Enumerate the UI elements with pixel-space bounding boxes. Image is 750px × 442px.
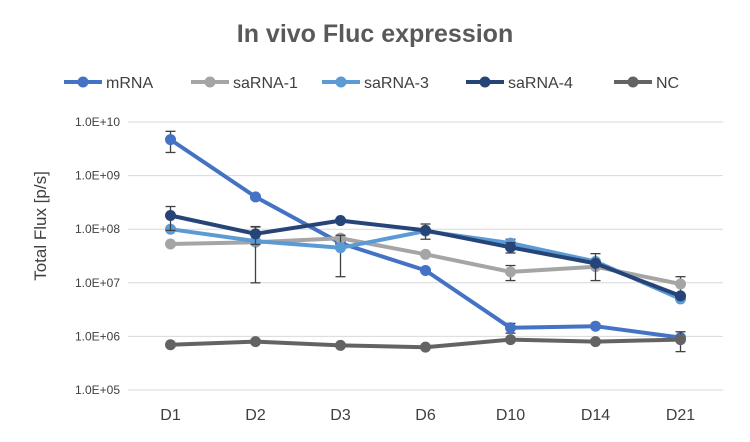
legend-label: saRNA-4 [508,75,573,92]
legend-item-mrna: mRNA [64,75,153,92]
legend-label: saRNA-1 [233,75,298,92]
series [165,130,686,353]
data-point [335,339,346,351]
data-point [165,134,176,146]
x-tick-label: D21 [666,407,695,424]
data-point [420,341,431,353]
x-tick-labels: D1 D2 D3 D6 D10 D14 D21 [160,407,695,424]
series-nc [165,331,686,353]
data-point [675,278,686,290]
data-point [505,322,516,334]
data-point [590,320,601,332]
data-point [420,224,431,236]
data-point [420,248,431,260]
y-tick-label: 1.0E+10 [75,115,120,129]
x-tick-label: D3 [330,407,351,424]
legend-item-sarna-3: saRNA-3 [322,75,429,92]
x-tick-label: D1 [160,407,181,424]
data-point [590,336,601,348]
legend-item-nc: NC [614,75,679,92]
legend-marker [627,76,639,88]
legend: mRNA saRNA-1 saRNA-3 saRNA-4 NC [64,75,679,92]
y-axis-label: Total Flux [p/s] [31,171,50,281]
legend-item-sarna-1: saRNA-1 [191,75,298,92]
y-tick-label: 1.0E+09 [75,169,120,183]
series-line [170,236,681,286]
data-point [675,290,686,302]
y-tick-labels: 1.0E+05 1.0E+06 1.0E+07 1.0E+08 1.0E+09 1.0E+… [75,115,120,397]
data-point [165,339,176,351]
y-tick-label: 1.0E+06 [75,329,120,343]
series-sarna-1 [165,232,686,296]
data-point [250,336,261,348]
data-point [165,210,176,222]
data-point [505,241,516,253]
legend-marker [204,76,216,88]
x-tick-label: D6 [415,407,436,424]
data-point [505,334,516,346]
data-point [250,228,261,240]
data-point [335,215,346,227]
data-point [675,334,686,346]
data-point [250,191,261,203]
data-point [335,242,346,254]
legend-label: mRNA [106,75,153,92]
y-tick-label: 1.0E+07 [75,276,120,290]
data-point [420,264,431,276]
x-tick-label: D10 [496,407,525,424]
data-point [590,257,601,269]
x-tick-label: D14 [581,407,610,424]
series-mrna [165,130,686,344]
data-point [165,238,176,250]
legend-label: saRNA-3 [364,75,429,92]
x-tick-label: D2 [245,407,266,424]
legend-item-sarna-4: saRNA-4 [466,75,573,92]
y-tick-label: 1.0E+08 [75,222,120,236]
legend-label: NC [656,75,679,92]
data-point [505,266,516,278]
legend-marker [479,76,491,88]
chart-title: In vivo Fluc expression [237,20,513,48]
y-tick-label: 1.0E+05 [75,383,120,397]
legend-marker [335,76,347,88]
series-sarna-4 [165,205,686,302]
legend-marker [77,76,89,88]
